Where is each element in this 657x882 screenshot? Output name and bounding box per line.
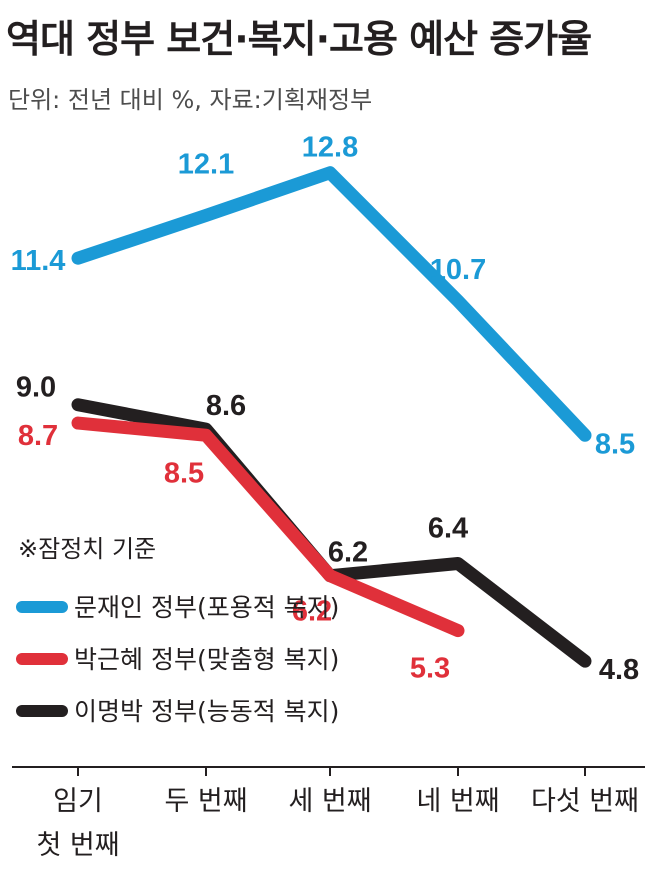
data-label: 12.1 bbox=[178, 148, 234, 180]
series-line-0 bbox=[71, 166, 592, 442]
x-tick-label: 첫 번째 bbox=[36, 830, 119, 861]
data-label: 12.8 bbox=[302, 132, 358, 164]
data-label: 8.5 bbox=[595, 428, 635, 460]
x-tick-label: 세 번째 bbox=[288, 786, 371, 817]
legend-label: 이명박 정부(능동적 복지) bbox=[74, 697, 339, 726]
data-label: 8.6 bbox=[206, 390, 246, 422]
chart-subtitle: 단위: 전년 대비 %, 자료:기획재정부 bbox=[8, 86, 373, 114]
data-label: 8.5 bbox=[164, 457, 204, 489]
legend-label: 문재인 정부(포용적 복지) bbox=[74, 593, 339, 622]
legend-label: 박근혜 정부(맞춤형 복지) bbox=[74, 645, 339, 674]
data-label: 6.2 bbox=[328, 537, 368, 569]
x-tick-label: 다섯 번째 bbox=[531, 786, 639, 817]
data-label: 5.3 bbox=[410, 653, 450, 685]
data-label: 8.7 bbox=[18, 420, 58, 452]
x-tick-label: 임기 bbox=[53, 786, 103, 817]
data-label: 6.4 bbox=[428, 512, 468, 544]
data-label: 4.8 bbox=[599, 654, 639, 686]
x-tick-label: 네 번째 bbox=[416, 786, 499, 817]
x-tick-label: 두 번째 bbox=[164, 786, 247, 817]
series-line-1 bbox=[71, 416, 465, 638]
data-label: 10.7 bbox=[430, 254, 486, 286]
note-text: ※잠정치 기준 bbox=[18, 535, 156, 563]
chart-title: 역대 정부 보건·복지·고용 예산 증가율 bbox=[6, 17, 592, 61]
data-label: 9.0 bbox=[16, 372, 56, 404]
data-label: 11.4 bbox=[11, 245, 66, 277]
data-label: 6.2 bbox=[292, 596, 332, 628]
